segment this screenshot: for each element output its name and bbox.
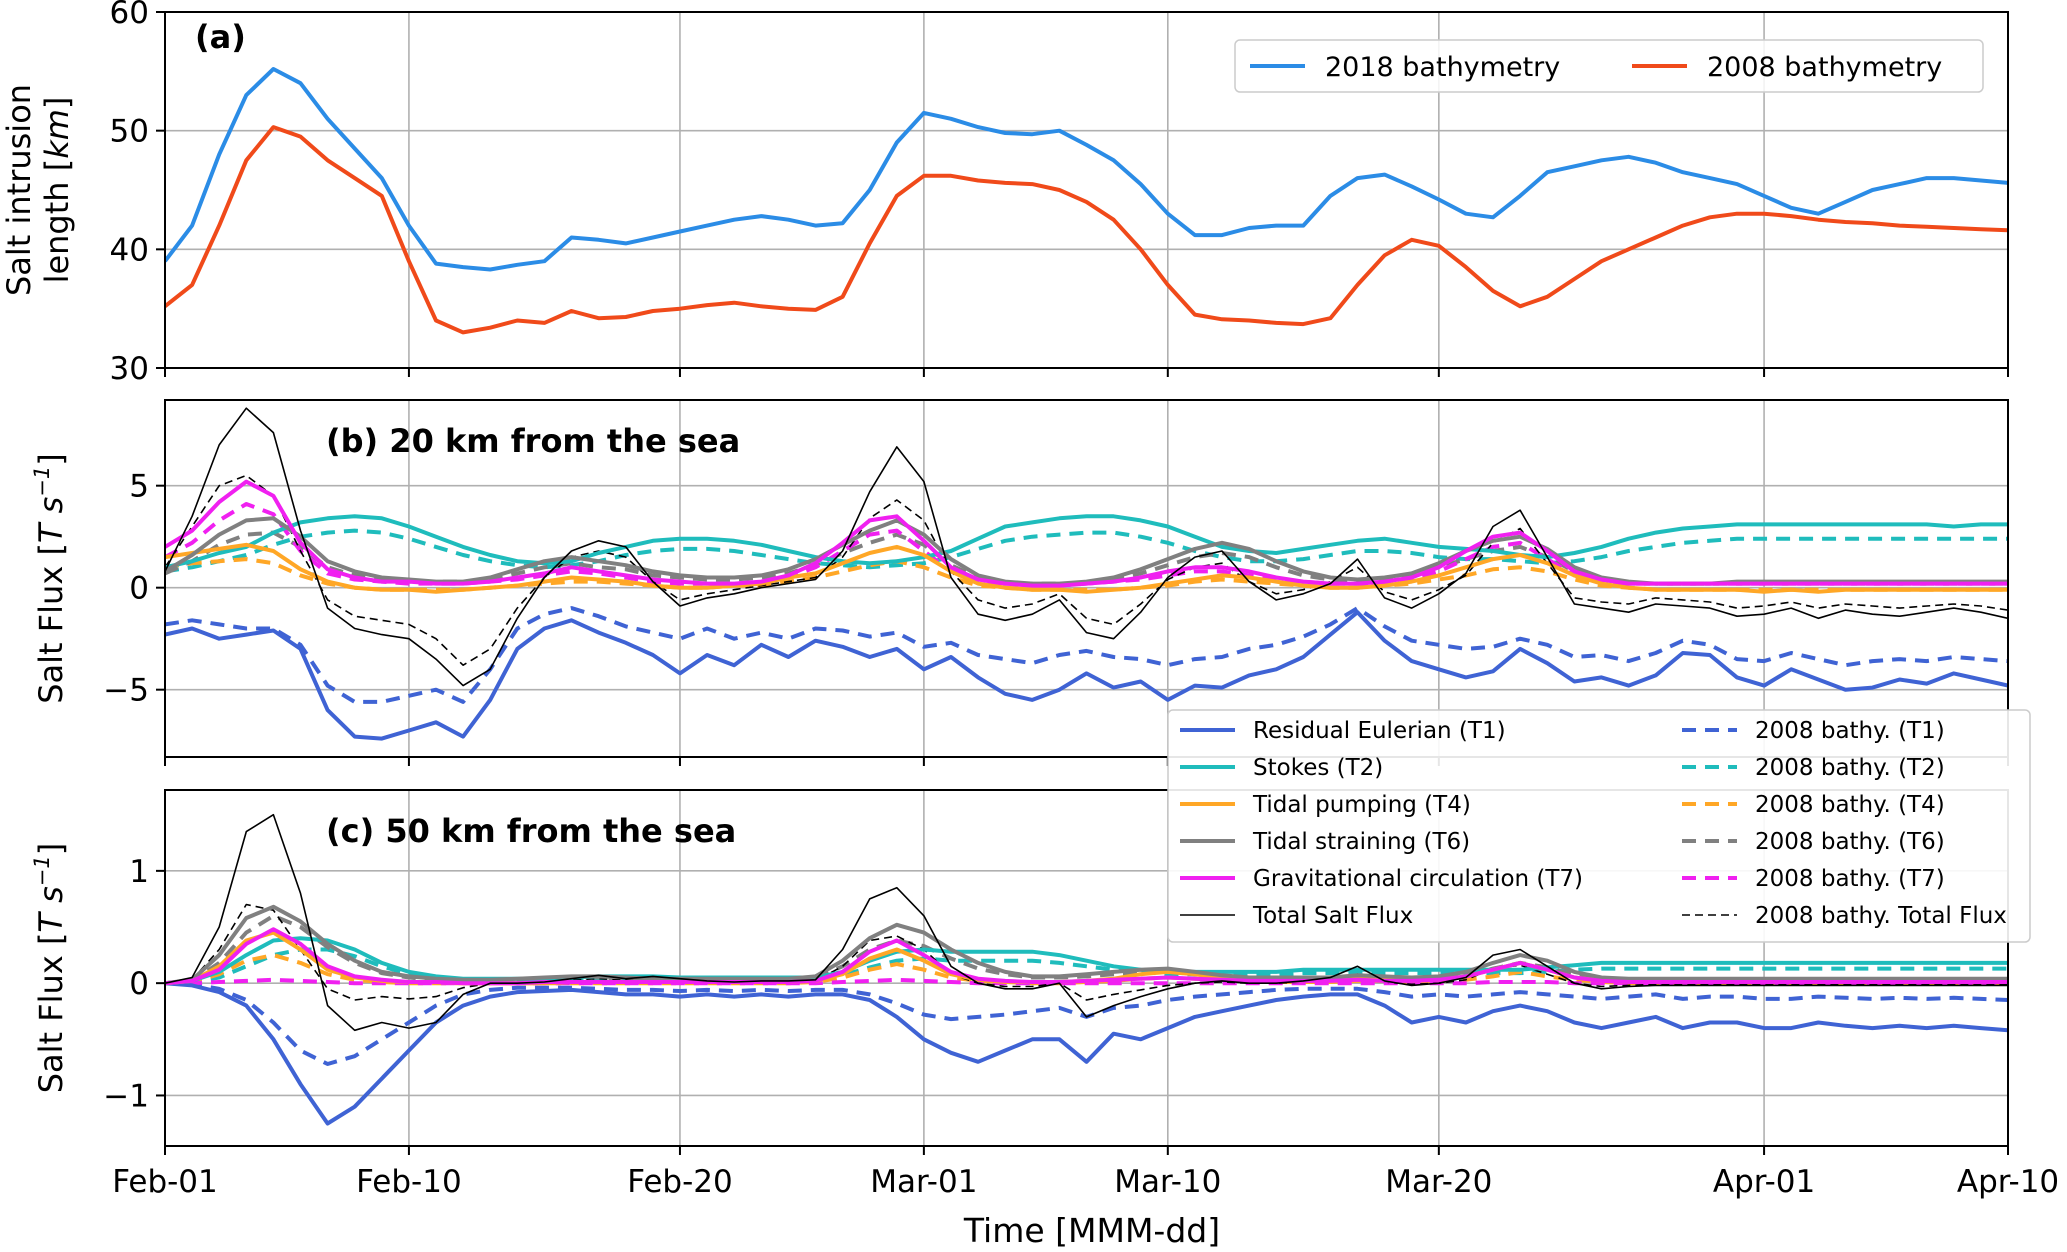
y-axis-label: length [km] (38, 97, 76, 284)
panel-label: (a) (195, 18, 246, 56)
legend-label: 2008 bathy. (T2) (1755, 755, 1945, 781)
y-tick-label: 0 (129, 571, 149, 607)
series-line (165, 479, 2008, 588)
legend-label: Tidal straining (T6) (1252, 829, 1470, 855)
y-axis-label: Salt Flux [T s−1] (30, 843, 70, 1094)
series-line (165, 542, 2008, 594)
y-tick-label: 1 (129, 854, 149, 890)
y-tick-label: 60 (110, 0, 149, 31)
legend-label: Tidal pumping (T4) (1252, 792, 1471, 818)
y-tick-label: 40 (110, 232, 149, 268)
panel-c-salt-flux-50km: −1 0 1 (c) 50 km from the sea Salt Flux [T s… (30, 789, 2009, 1155)
x-tick-label: Mar-01 (870, 1164, 977, 1200)
axes-frame (164, 789, 2009, 1147)
y-axis-label: Salt Flux [T s−1] (30, 453, 70, 704)
x-tick-label: Apr-10 (1957, 1164, 2059, 1200)
legend-label: 2018 bathymetry (1325, 52, 1560, 83)
legend-label: Total Salt Flux (1252, 903, 1413, 929)
panel-label: (c) 50 km from the sea (326, 812, 736, 850)
series-line (165, 514, 2008, 570)
series-line (165, 610, 2008, 741)
legend-label: 2008 bathy. (T1) (1755, 718, 1945, 744)
panel-label: (b) 20 km from the sea (326, 422, 740, 460)
legend-label: Gravitational circulation (T7) (1253, 866, 1583, 892)
x-axis: Feb-01 Feb-10 Feb-20 Mar-01 Mar-10 Mar-20 Apr-… (112, 1164, 2059, 1200)
legend-label: 2008 bathy. (T6) (1755, 829, 1945, 855)
x-tick-label: Mar-20 (1385, 1164, 1492, 1200)
legend-label: 2008 bathy. (T4) (1755, 792, 1945, 818)
legend-frame (1167, 709, 2031, 943)
series-line (165, 903, 2008, 1001)
series-line (165, 947, 2008, 986)
legend: Residual Eulerian (T1) 2008 bathy. (T1) St… (1167, 709, 2031, 943)
y-tick-label: −5 (103, 673, 149, 709)
series-line (165, 407, 2008, 687)
x-tick-label: Feb-01 (112, 1164, 218, 1200)
y-tick-label: 50 (110, 114, 149, 150)
series-group (165, 407, 2008, 741)
series-line (165, 516, 2008, 586)
series-group (165, 67, 2008, 335)
series-line (165, 813, 2008, 1032)
y-axis-label: Salt intrusion (0, 84, 38, 296)
y-tick-label: 30 (110, 351, 149, 387)
legend-frame (1234, 39, 1984, 93)
series-group (165, 813, 2008, 1126)
series-line (165, 904, 2008, 986)
series-line (165, 981, 2008, 1126)
x-tick-label: Feb-10 (356, 1164, 462, 1200)
legend-label: Residual Eulerian (T1) (1253, 718, 1506, 744)
y-tick-label: 0 (129, 966, 149, 1002)
axes-frame (164, 11, 2009, 369)
x-tick-label: Mar-10 (1114, 1164, 1221, 1200)
legend-label: 2008 bathy. (T7) (1755, 866, 1945, 892)
series-line (165, 67, 2008, 272)
axes-frame (164, 399, 2009, 758)
series-line (165, 606, 2008, 704)
legend-label: 2008 bathy. Total Flux (1755, 903, 2007, 929)
series-line (165, 125, 2008, 335)
series-line (165, 927, 2008, 986)
legend-label: 2008 bathymetry (1707, 52, 1942, 83)
series-line (165, 474, 2008, 666)
panel-b-salt-flux-20km: −5 0 5 (b) 20 km from the sea Salt Flux [T s… (30, 399, 2031, 943)
panel-a-salt-intrusion: 30 40 50 60 (a) Salt intrusion length [km] 2018… (0, 0, 2009, 387)
x-tick-label: Feb-20 (627, 1164, 733, 1200)
x-tick-label: Apr-01 (1713, 1164, 1815, 1200)
legend: 2018 bathymetry 2008 bathymetry (1234, 39, 1984, 93)
y-tick-label: 5 (129, 469, 149, 505)
x-axis-label: Time [MMM-dd] (963, 1211, 1220, 1250)
y-tick-label: −1 (103, 1078, 149, 1114)
legend-label: Stokes (T2) (1253, 755, 1383, 781)
